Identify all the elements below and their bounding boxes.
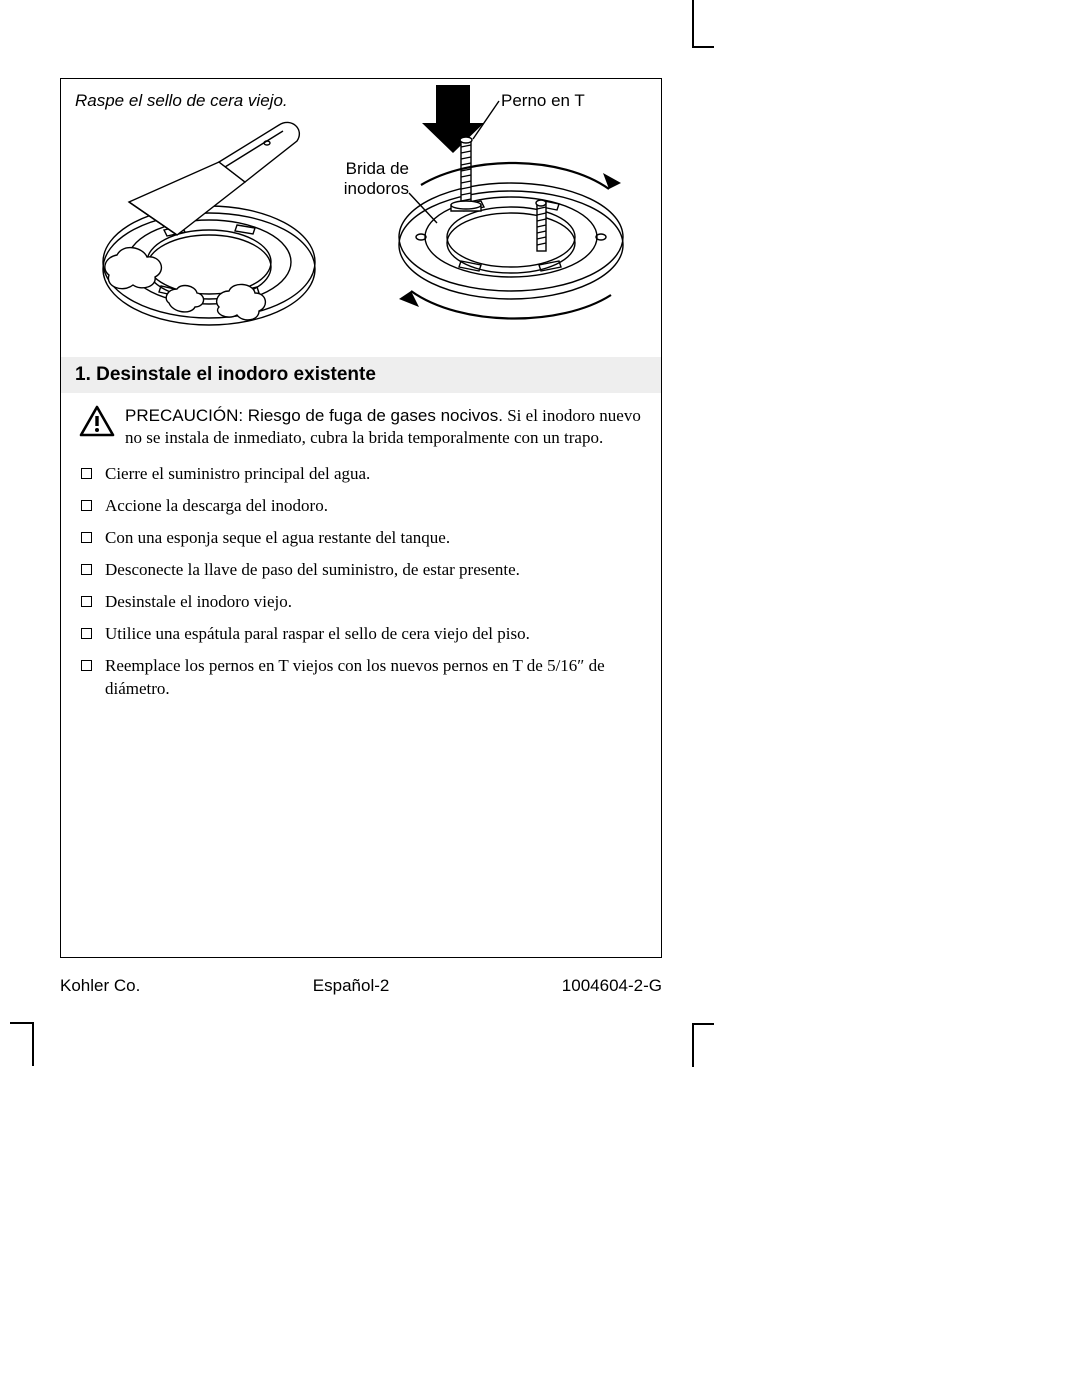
- list-item: Desconecte la llave de paso del suminist…: [101, 559, 643, 582]
- warning-bold: PRECAUCIÓN: Riesgo de fuga de gases noci…: [125, 406, 503, 425]
- list-item: Utilice una espátula paral raspar el sel…: [101, 623, 643, 646]
- section-heading: 1. Desinstale el inodoro existente: [61, 357, 661, 393]
- content-area: PRECAUCIÓN: Riesgo de fuga de gases noci…: [61, 393, 661, 701]
- warning-row: PRECAUCIÓN: Riesgo de fuga de gases noci…: [79, 405, 643, 449]
- crop-mark: [694, 1023, 714, 1025]
- illustration-flange: [361, 85, 641, 345]
- list-item: Cierre el suministro principal del agua.: [101, 463, 643, 486]
- crop-mark: [32, 1022, 34, 1066]
- page-footer: Kohler Co. Español-2 1004604-2-G: [60, 976, 662, 996]
- footer-right: 1004604-2-G: [562, 976, 662, 996]
- list-item: Desinstale el inodoro viejo.: [101, 591, 643, 614]
- list-item: Accione la descarga del inodoro.: [101, 495, 643, 518]
- footer-center: Español-2: [313, 976, 390, 996]
- footer-left: Kohler Co.: [60, 976, 140, 996]
- checklist: Cierre el suministro principal del agua.…: [79, 463, 643, 701]
- list-item: Con una esponja seque el agua restante d…: [101, 527, 643, 550]
- warning-text: PRECAUCIÓN: Riesgo de fuga de gases noci…: [125, 405, 643, 449]
- crop-mark: [694, 46, 714, 48]
- crop-mark: [692, 1023, 694, 1067]
- crop-mark: [10, 1022, 34, 1024]
- illustration-scrape: [69, 107, 339, 357]
- crop-mark: [692, 0, 694, 48]
- diagram-area: Raspe el sello de cera viejo. Perno en T…: [61, 79, 661, 357]
- warning-icon: [79, 405, 115, 449]
- page-frame: Raspe el sello de cera viejo. Perno en T…: [60, 78, 662, 958]
- list-item: Reemplace los pernos en T viejos con los…: [101, 655, 643, 701]
